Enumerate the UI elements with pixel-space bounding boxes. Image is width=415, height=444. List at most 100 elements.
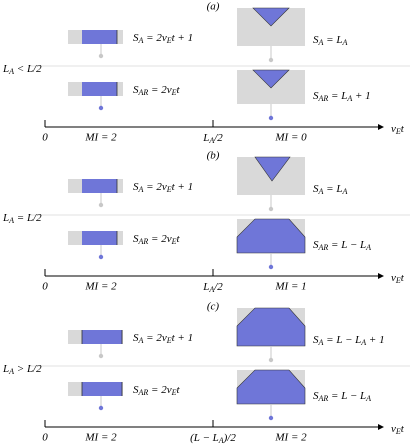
occupied-region xyxy=(82,179,117,193)
occupied-region xyxy=(236,369,306,405)
node-dot xyxy=(268,264,274,270)
formula: SAR = L − LA xyxy=(313,239,371,252)
formula-part: S xyxy=(133,32,139,44)
formula-part: S xyxy=(313,239,319,251)
subscript: AR xyxy=(138,88,149,97)
subscript: E xyxy=(395,276,401,285)
formula-part: v xyxy=(391,123,396,135)
occupied-region xyxy=(252,7,290,27)
node-dot xyxy=(98,254,104,260)
node-dot xyxy=(98,202,104,208)
subscript: E xyxy=(395,427,401,436)
formula: SAR = LA + 1 xyxy=(313,90,371,103)
subscript: E xyxy=(166,185,172,194)
formula-part: = L xyxy=(328,90,347,102)
node-dot xyxy=(268,206,274,212)
formula-part: t xyxy=(401,123,405,135)
subscript: AR xyxy=(138,237,149,246)
formula-part: = 2v xyxy=(143,332,166,344)
panel-label: (c) xyxy=(207,301,220,313)
occupied-region xyxy=(254,156,291,182)
subscript: A xyxy=(360,338,366,347)
subscript: E xyxy=(171,237,177,246)
subscript: A xyxy=(138,36,144,45)
subscript: E xyxy=(166,36,172,45)
condition: LA > L/2 xyxy=(2,363,42,376)
axis-label: LA/2 xyxy=(202,132,223,145)
formula: SA = 2vEt + 1 xyxy=(133,181,193,194)
subscript: A xyxy=(365,394,371,403)
subscript: AR xyxy=(318,394,329,403)
subscript: A xyxy=(8,67,14,76)
subscript: AR xyxy=(138,388,149,397)
formula-part: L xyxy=(202,132,209,144)
subscript: A xyxy=(138,336,144,345)
formula-part: L xyxy=(2,212,9,224)
axis-arrow xyxy=(378,124,384,130)
subscript: A xyxy=(341,187,347,196)
formula-part: S xyxy=(133,181,139,193)
formula-part: S xyxy=(313,390,319,402)
formula: SAR = 2vEt xyxy=(133,233,180,246)
subscript: A xyxy=(346,94,352,103)
formula-part: t xyxy=(176,233,180,245)
axis-variable: vEt xyxy=(391,423,405,436)
formula-part: t xyxy=(176,384,180,396)
formula-part: S xyxy=(313,183,319,195)
subscript: AR xyxy=(318,94,329,103)
formula-part: t + 1 xyxy=(172,32,193,44)
occupied-region xyxy=(82,82,117,96)
node-dot xyxy=(268,115,274,121)
panel-label: (a) xyxy=(207,1,220,13)
formula: SA = 2vEt + 1 xyxy=(133,332,193,345)
formula-part: t + 1 xyxy=(172,332,193,344)
formula-part: = L − L xyxy=(328,390,366,402)
subscript: E xyxy=(395,127,401,136)
formula: SAR = L − LA xyxy=(313,390,371,403)
formula-part: S xyxy=(133,233,139,245)
formula-part: )/2 xyxy=(223,432,237,444)
formula-part: t xyxy=(401,423,405,435)
subscript: A xyxy=(8,367,14,376)
subscript: A xyxy=(341,38,347,47)
formula-part: < L/2 xyxy=(14,63,42,75)
axis-label: MI = 2 xyxy=(84,432,117,444)
axis-label: MI = 1 xyxy=(274,281,306,293)
formula-part: = 2v xyxy=(143,32,166,44)
formula-part: S xyxy=(133,384,139,396)
node-dot xyxy=(268,357,274,363)
occupied-region xyxy=(82,30,117,44)
subscript: E xyxy=(171,88,177,97)
formula-part: (L − L xyxy=(190,432,219,444)
formula-part: v xyxy=(391,423,396,435)
axis-variable: vEt xyxy=(391,272,405,285)
node-dot xyxy=(98,405,104,411)
subscript: A xyxy=(365,243,371,252)
axis-variable: vEt xyxy=(391,123,405,136)
occupied-region xyxy=(236,307,306,347)
formula-part: S xyxy=(133,332,139,344)
formula-part: = 2v xyxy=(148,233,171,245)
formula-part: = L − L xyxy=(323,334,361,346)
subscript: A xyxy=(318,187,324,196)
node-dot xyxy=(98,105,104,111)
formula-part: v xyxy=(391,272,396,284)
formula-part: S xyxy=(313,334,319,346)
formula-part: S xyxy=(313,34,319,46)
occupied-region xyxy=(82,231,117,245)
formula-part: t xyxy=(176,84,180,96)
axis-label: MI = 2 xyxy=(274,432,307,444)
panel-label: (b) xyxy=(207,150,220,162)
formula-part: /2 xyxy=(213,281,223,293)
axis-label: MI = 2 xyxy=(84,281,117,293)
axis-arrow xyxy=(378,424,384,430)
axis-label: 0 xyxy=(42,281,48,293)
node-dot xyxy=(98,353,104,359)
condition: LA < L/2 xyxy=(2,63,42,76)
subscript: A xyxy=(218,436,224,444)
formula-part: = L/2 xyxy=(14,212,42,224)
axis-label: MI = 2 xyxy=(84,132,117,144)
formula-part: L xyxy=(2,363,9,375)
formula-part: = L − L xyxy=(328,239,366,251)
